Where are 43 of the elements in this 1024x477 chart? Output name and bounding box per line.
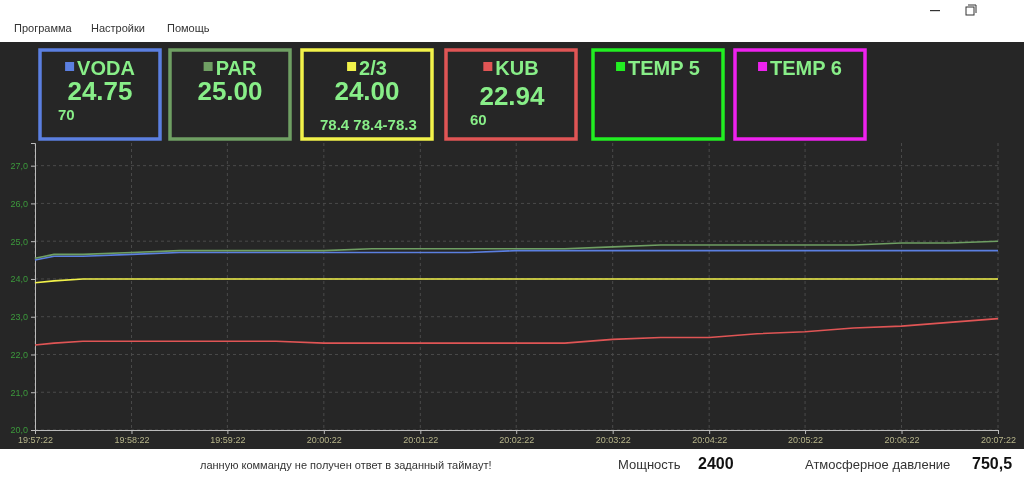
y-tick-label: 26,0 [10,198,28,209]
y-tick-label: 20,0 [10,425,28,436]
text: 78.4 78.4-78.3 [320,116,417,133]
legend-label: VODA [77,57,135,79]
x-tick-label: 20:01:22 [403,435,439,446]
x-tick-label: 20:04:22 [692,435,728,446]
y-tick-label: 24,0 [10,274,28,285]
y-tick-label: 21,0 [10,387,28,398]
x-tick-label: 20:07:22 [980,435,1017,446]
x-tick-label: 19:58:22 [114,435,150,446]
legend-label: 2/3 [359,57,387,79]
legend-label: KUB [495,57,539,79]
text: 24.00 [334,76,400,106]
text: Атмосферное давление [805,457,951,472]
y-tick-label: 27,0 [10,161,28,172]
line-series [34,249,999,261]
text: 750,5 [972,455,1013,472]
text: Помощь [167,22,210,34]
x-tick-label: 19:57:22 [17,435,54,446]
text: Мощность [618,457,681,472]
text: ланную комманду не получен ответ в заданный таймаут! [200,459,492,471]
text: Настройки [91,22,145,34]
text: 60 [470,111,487,128]
y-tick-label: 22,0 [10,349,28,360]
x-tick-label: 20:00:22 [306,435,342,446]
x-tick-label: 20:05:22 [788,435,824,446]
x-tick-label: 20:06:22 [884,435,920,446]
text: Программа [14,22,73,34]
line-series [34,240,999,259]
text: 22.94 [479,81,546,111]
x-tick-label: 20:02:22 [499,435,535,446]
text: 2400 [698,455,734,472]
line-series [34,317,999,346]
legend-label: PAR [215,57,257,79]
text: 70 [58,106,75,123]
x-tick-label: 20:03:22 [595,435,631,446]
legend-label: TEMP 5 [628,57,700,79]
y-tick-label: 25,0 [10,236,28,247]
y-tick-label: 23,0 [10,312,28,323]
text: 24.75 [67,76,133,106]
legend-label: TEMP 6 [770,57,842,79]
text: 25.00 [197,76,263,106]
x-tick-label: 19:59:22 [210,435,246,446]
